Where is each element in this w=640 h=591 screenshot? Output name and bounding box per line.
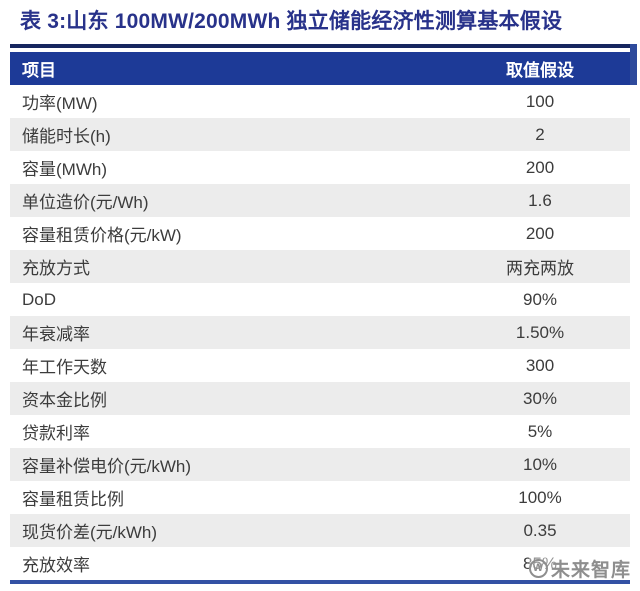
column-header-assumption: 取值假设	[506, 61, 574, 80]
row-label: 现货价差(元/kWh)	[22, 523, 158, 542]
row-label: 充放方式	[22, 259, 90, 278]
row-value: 200	[525, 223, 555, 243]
row-label: 充放效率	[22, 556, 90, 575]
row-label: 资本金比例	[22, 391, 107, 410]
table-row: 现货价差(元/kWh) 0.35	[10, 514, 630, 547]
table-header-row: 项目 取值假设	[10, 52, 630, 85]
row-value: 两充两放	[506, 259, 574, 278]
row-label: 功率(MW)	[22, 94, 98, 113]
table-row: 容量租赁比例 100%	[10, 481, 630, 514]
row-label: 年衰减率	[22, 325, 90, 344]
table-row: 容量(MWh) 200	[10, 151, 630, 184]
row-label: DoD	[22, 289, 57, 309]
table-row: 单位造价(元/Wh) 1.6	[10, 184, 630, 217]
row-label: 容量补偿电价(元/kWh)	[22, 457, 192, 476]
row-value: 1.50%	[515, 322, 565, 342]
header-right-accent	[630, 44, 637, 85]
table-row: 充放方式 两充两放	[10, 250, 630, 283]
row-value: 1.6	[528, 190, 552, 210]
table-title: 表 3:山东 100MW/200MWh 独立储能经济性测算基本假设	[20, 10, 563, 33]
row-value: 200	[525, 157, 555, 177]
table-row: 储能时长(h) 2	[10, 118, 630, 151]
row-label: 储能时长(h)	[22, 127, 111, 146]
row-value: 10%	[522, 454, 558, 474]
assumptions-table: 项目 取值假设 功率(MW) 100 储能时长(h) 2 容量(MWh) 200 单位造价(…	[10, 52, 630, 584]
table-row: DoD 90%	[10, 283, 630, 316]
table-row: 容量租赁价格(元/kW) 200	[10, 217, 630, 250]
row-label: 单位造价(元/Wh)	[22, 193, 149, 212]
row-value: 0.35	[523, 520, 557, 540]
row-value: 90%	[522, 289, 558, 309]
row-value: 300	[525, 355, 555, 375]
row-label: 容量(MWh)	[22, 160, 107, 179]
table-row: 功率(MW) 100	[10, 85, 630, 118]
row-value: 2	[535, 124, 545, 144]
column-header-item: 项目	[22, 61, 56, 80]
row-label: 贷款利率	[22, 424, 90, 443]
watermark: W 未来智库	[529, 557, 632, 581]
table-bottom-border	[10, 580, 630, 584]
row-value: 100%	[518, 487, 562, 507]
title-divider-rule	[10, 44, 630, 48]
table-body: 功率(MW) 100 储能时长(h) 2 容量(MWh) 200 单位造价(元/Wh) 1.6…	[10, 85, 630, 580]
row-label: 容量租赁比例	[22, 490, 124, 509]
table-row: 充放效率 85%	[10, 547, 630, 580]
watermark-logo-icon: W	[529, 559, 548, 578]
table-row: 贷款利率 5%	[10, 415, 630, 448]
table-row: 容量补偿电价(元/kWh) 10%	[10, 448, 630, 481]
row-label: 年工作天数	[22, 358, 107, 377]
row-label: 容量租赁价格(元/kW)	[22, 226, 182, 245]
row-value: 30%	[522, 388, 558, 408]
table-row: 年衰减率 1.50%	[10, 316, 630, 349]
row-value: 100	[525, 91, 555, 111]
row-value: 5%	[527, 421, 553, 441]
table-row: 年工作天数 300	[10, 349, 630, 382]
watermark-text: 未来智库	[551, 560, 632, 581]
table-row: 资本金比例 30%	[10, 382, 630, 415]
